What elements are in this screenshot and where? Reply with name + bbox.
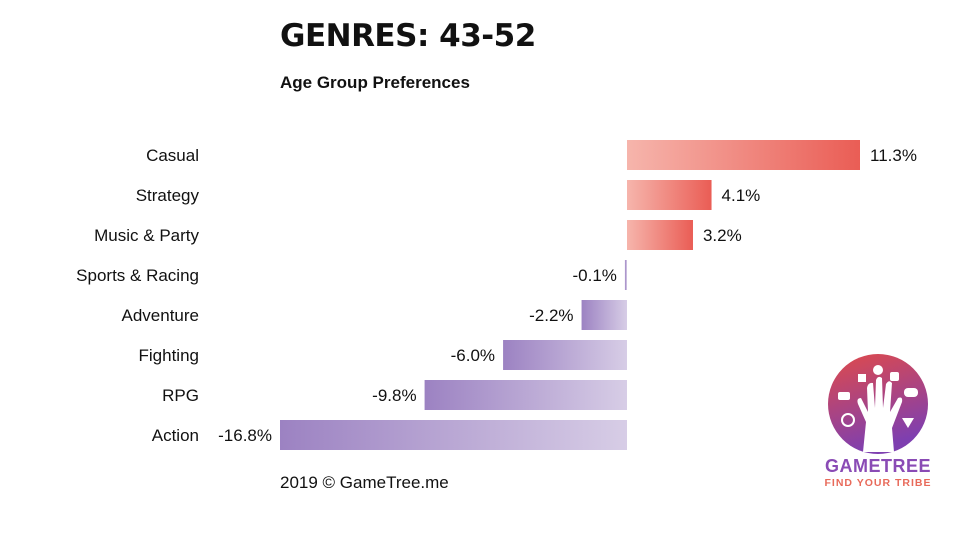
value-label: 11.3% (870, 146, 917, 165)
category-label: Sports & Racing (76, 266, 199, 285)
bar (581, 300, 627, 330)
category-label: Adventure (122, 306, 200, 325)
bar (424, 380, 627, 410)
logo-emblem-icon (828, 354, 928, 454)
category-label: Casual (146, 146, 199, 165)
value-label: 4.1% (722, 186, 761, 205)
category-label: Fighting (139, 346, 199, 365)
bar (503, 340, 627, 370)
value-label: -9.8% (372, 386, 416, 405)
value-label: -2.2% (529, 306, 573, 325)
category-label: Music & Party (94, 226, 199, 245)
value-label: -16.8% (218, 426, 272, 445)
category-label: RPG (162, 386, 199, 405)
bar (627, 180, 712, 210)
bar (627, 220, 693, 250)
value-label: -0.1% (573, 266, 617, 285)
chart-subtitle: Age Group Preferences (280, 73, 470, 92)
value-label: -6.0% (451, 346, 495, 365)
bar (624, 260, 627, 290)
value-label: 3.2% (703, 226, 742, 245)
bars-group: Casual 11.3% Strategy 4.1% Music & Party 3.2%… (76, 140, 917, 450)
chart-title: GENRES: 43-52 (280, 18, 536, 54)
category-label: Strategy (136, 186, 200, 205)
bar (627, 140, 860, 170)
logo-name: GAMETREE (824, 456, 931, 476)
logo-tagline: FIND YOUR TRIBE (824, 477, 932, 489)
category-label: Action (152, 426, 199, 445)
bar (280, 420, 627, 450)
footer-copyright: 2019 © GameTree.me (280, 473, 449, 492)
gametree-logo: GAMETREE FIND YOUR TRIBE (818, 348, 938, 498)
